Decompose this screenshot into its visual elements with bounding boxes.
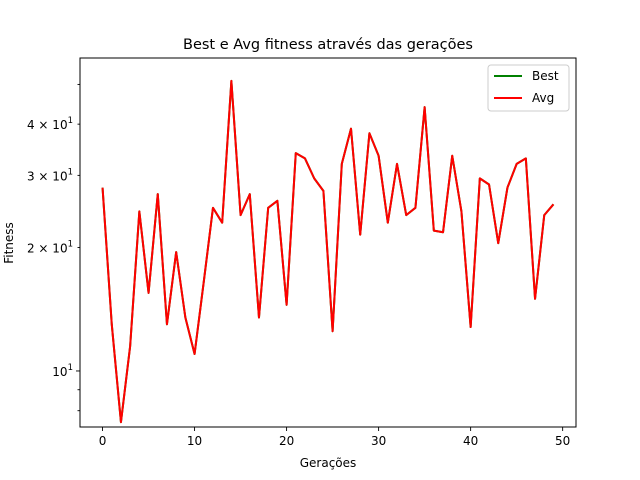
- x-tick-label: 40: [463, 434, 478, 448]
- x-axis-label: Gerações: [300, 456, 357, 470]
- y-tick-label: 3 × 101: [27, 167, 73, 183]
- x-tick-label: 10: [187, 434, 202, 448]
- axes-frame: [79, 57, 577, 428]
- y-tick-label: 101: [52, 363, 73, 379]
- x-tick-label: 0: [99, 434, 107, 448]
- chart-title: Best e Avg fitness através das gerações: [183, 37, 473, 53]
- y-tick-label: 2 × 101: [27, 240, 73, 256]
- legend-best-label: Best: [532, 69, 559, 83]
- x-tick-label: 20: [279, 434, 294, 448]
- series-line-avg: [101, 79, 555, 424]
- legend: Best Avg: [487, 64, 570, 112]
- y-tick-label: 4 × 101: [27, 116, 73, 132]
- legend-avg-label: Avg: [532, 91, 554, 105]
- y-axis-label: Fitness: [2, 222, 16, 264]
- y-axis-ticks: 101 2 × 101 3 × 101 4 × 101: [27, 83, 80, 412]
- x-tick-label: 50: [555, 434, 570, 448]
- x-tick-label: 30: [371, 434, 386, 448]
- plot-area: [101, 79, 555, 424]
- x-axis-ticks: 0 10 20 30 40 50: [99, 427, 570, 448]
